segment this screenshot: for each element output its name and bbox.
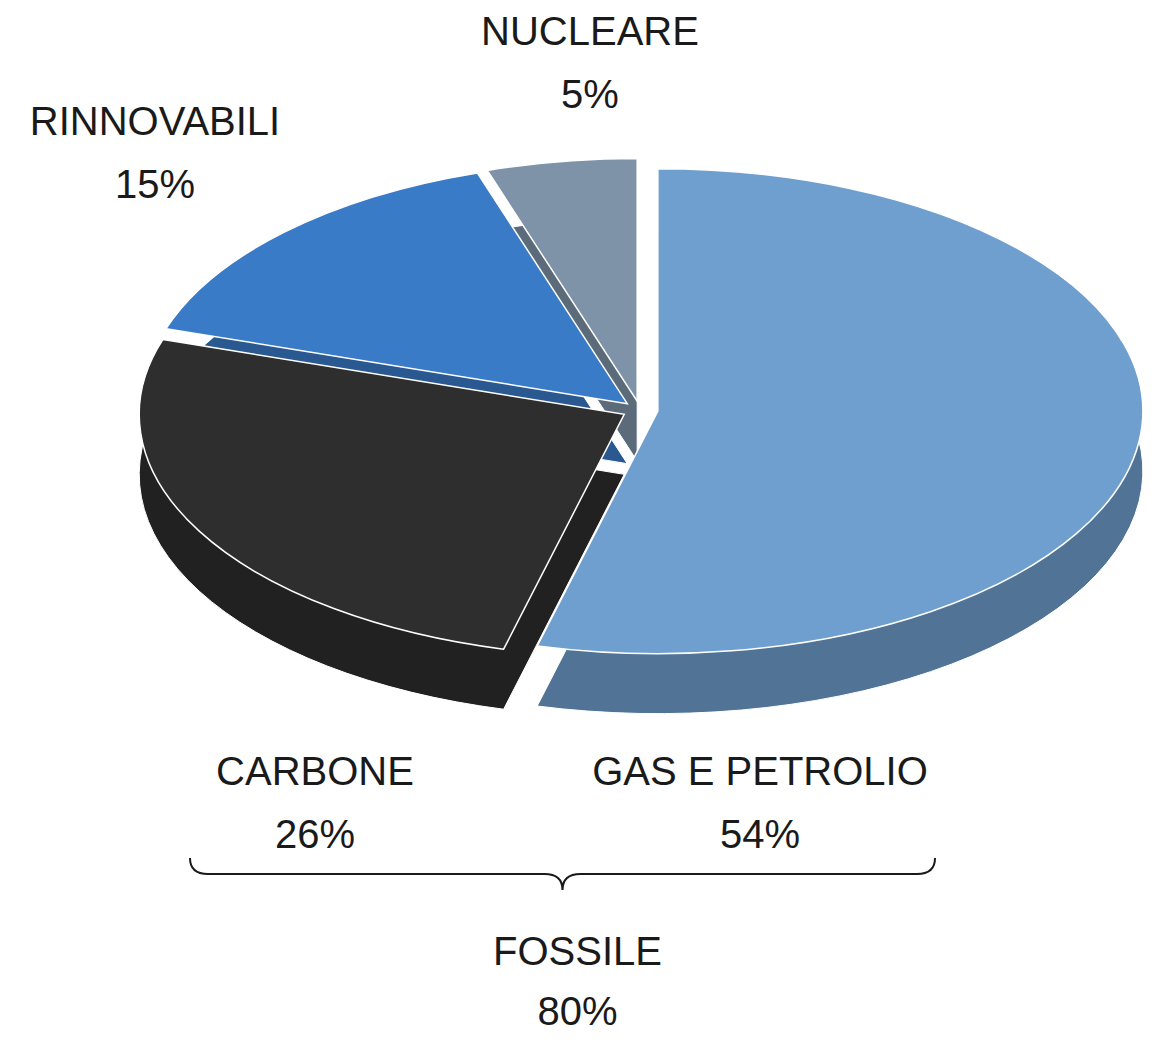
annotation-label: FOSSILE (493, 929, 662, 973)
data-label: 15% (115, 162, 195, 206)
brace (190, 858, 935, 890)
category-label: CARBONE (216, 749, 414, 793)
pie (139, 159, 1143, 714)
category-label: RINNOVABILI (30, 99, 280, 143)
annotation-value: 80% (537, 989, 617, 1033)
labels: GAS E PETROLIO 54% CARBONE 26% RINNOVABILI 15… (30, 9, 928, 856)
slice (487, 159, 637, 402)
category-label: NUCLEARE (481, 9, 699, 53)
data-label: 54% (720, 812, 800, 856)
category-label: GAS E PETROLIO (592, 749, 928, 793)
data-label: 26% (275, 812, 355, 856)
data-label: 5% (561, 72, 619, 116)
chart: GAS E PETROLIO 54% CARBONE 26% RINNOVABILI 15… (0, 0, 1173, 1044)
plot-area (139, 159, 1143, 714)
